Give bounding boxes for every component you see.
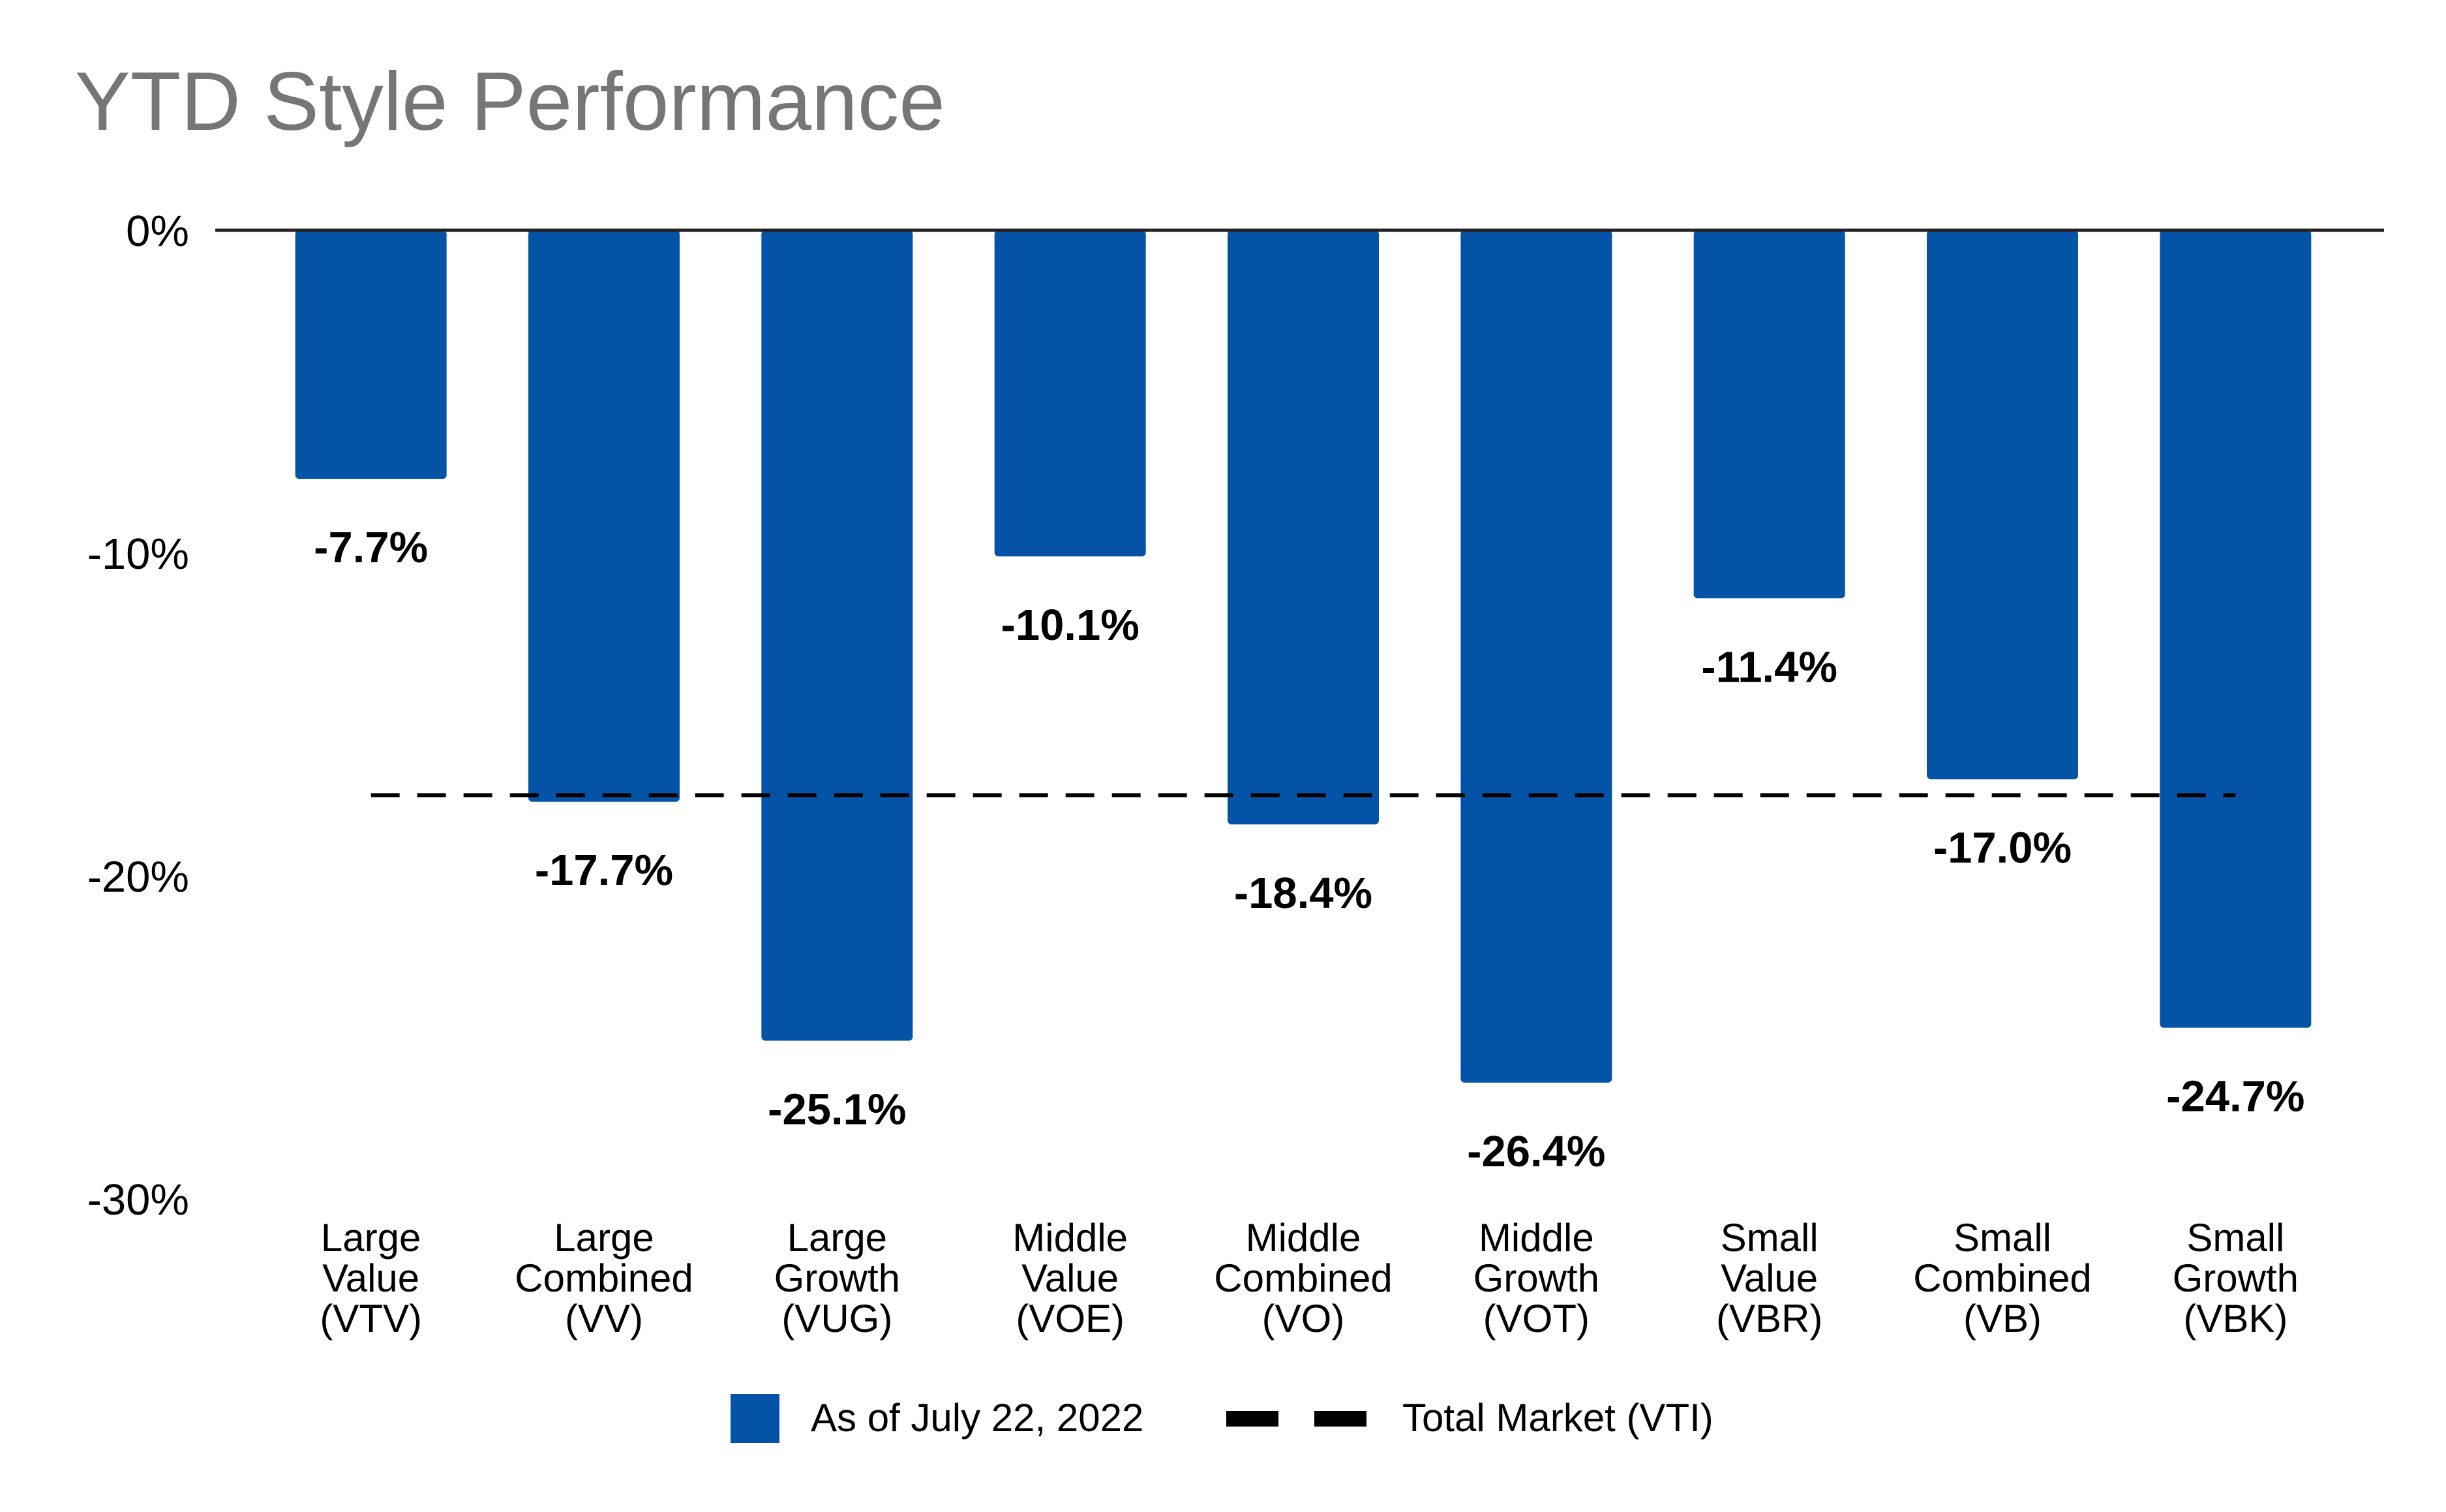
x-tick-label: Large [787,1216,887,1260]
x-tick-label: Growth [1473,1256,1599,1300]
y-tick-label: -30% [87,1175,189,1224]
data-label: -24.7% [2166,1072,2304,1121]
y-tick-label: -10% [87,530,189,579]
x-tick-label: Value [1021,1256,1119,1300]
x-tick-label: Small [1954,1216,2051,1260]
x-tick-label: Middle [1479,1216,1594,1260]
x-tick-label: (VBK) [2183,1297,2287,1340]
bar [528,230,680,802]
y-axis-ticks: 0% -10% -20% -30% [87,207,189,1224]
bar [761,230,913,1041]
x-tick-label: (VBR) [1716,1297,1822,1340]
x-tick-label: Large [554,1216,654,1260]
data-label: -18.4% [1234,869,1372,918]
bar [1927,230,2078,779]
data-label: -10.1% [1001,601,1140,650]
legend-line-label: Total Market (VTI) [1402,1396,1714,1440]
x-tick-label: Combined [515,1256,693,1300]
bars-group [295,230,2312,1083]
data-label: -26.4% [1467,1127,1605,1176]
x-tick-label: Value [1721,1256,1818,1300]
x-tick-label: Middle [1246,1216,1361,1260]
x-tick-label: Middle [1012,1216,1128,1260]
x-tick-label: (VTV) [320,1297,422,1340]
data-label: -17.7% [535,846,673,895]
x-tick-label: Combined [1913,1256,2092,1300]
x-tick-label: Large [321,1216,421,1260]
x-tick-label: Growth [2173,1256,2299,1300]
x-tick-label: Small [2186,1216,2284,1260]
x-tick-label: (VUG) [781,1297,892,1340]
chart-title: YTD Style Performance [75,55,945,147]
y-tick-label: -20% [87,853,189,901]
x-tick-label: Growth [774,1256,900,1300]
x-tick-label: (VOE) [1016,1297,1125,1340]
x-tick-label: (VO) [1262,1297,1345,1340]
x-tick-label: (VB) [1963,1297,2042,1340]
data-labels-group: -7.7% -17.7% -25.1% -10.1% -18.4% -26.4% -11.4… [314,523,2304,1176]
x-tick-label: Combined [1214,1256,1393,1300]
data-label: -25.1% [768,1085,906,1134]
data-label: -17.0% [1933,824,2072,873]
bar [2160,230,2312,1028]
bar [994,230,1146,556]
x-tick-label: Small [1721,1216,1819,1260]
x-tick-label: (VOT) [1483,1297,1590,1340]
x-tick-label: Value [322,1256,419,1300]
data-label: -11.4% [1701,643,1837,691]
bar [1460,230,1612,1083]
bar [1693,230,1845,599]
y-tick-label: 0% [126,207,189,256]
bar [1228,230,1379,824]
legend: As of July 22, 2022 Total Market (VTI) [731,1394,1714,1443]
legend-bar-label: As of July 22, 2022 [811,1396,1143,1440]
data-label: -7.7% [314,523,428,572]
category-labels-group: LargeValue(VTV)LargeCombined(VV)LargeGro… [320,1216,2299,1340]
bar [295,230,447,479]
legend-bar-swatch [731,1394,779,1443]
x-tick-label: (VV) [565,1297,643,1340]
